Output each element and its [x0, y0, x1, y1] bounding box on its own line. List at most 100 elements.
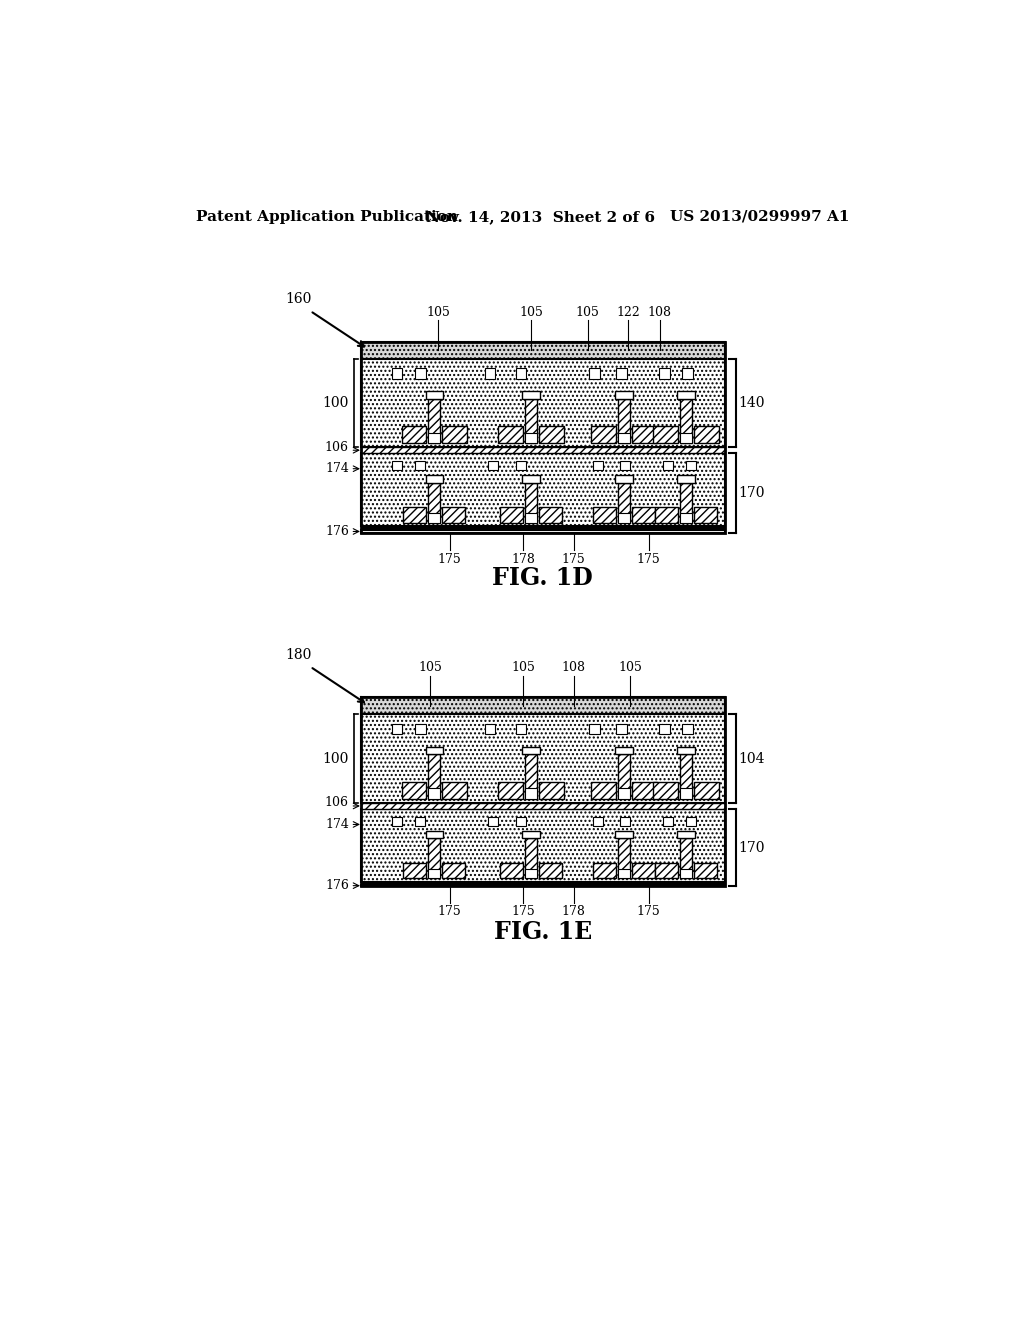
Bar — [360, 447, 725, 453]
Bar — [680, 433, 692, 444]
Text: 106: 106 — [325, 441, 349, 454]
Bar — [442, 426, 467, 444]
Bar — [617, 399, 630, 444]
Bar — [693, 863, 717, 878]
Text: 105: 105 — [511, 661, 536, 675]
Bar — [524, 399, 538, 444]
Bar — [682, 723, 693, 734]
Bar — [360, 697, 725, 886]
Text: 180: 180 — [286, 648, 311, 663]
Bar — [360, 359, 725, 447]
Text: US 2013/0299997 A1: US 2013/0299997 A1 — [671, 210, 850, 224]
Bar — [428, 755, 440, 799]
Bar — [500, 507, 523, 523]
Bar — [522, 830, 540, 838]
Text: 175: 175 — [437, 906, 462, 919]
Bar — [539, 507, 562, 523]
Text: 105: 105 — [426, 305, 450, 318]
Text: 108: 108 — [561, 661, 586, 675]
Bar — [522, 475, 540, 483]
Bar — [403, 507, 426, 523]
Bar — [621, 461, 630, 470]
Bar — [678, 830, 694, 838]
Text: 100: 100 — [323, 751, 349, 766]
Text: 178: 178 — [511, 553, 536, 566]
Bar — [515, 461, 525, 470]
Text: 105: 105 — [575, 305, 599, 318]
Text: 178: 178 — [562, 906, 586, 919]
Text: 176: 176 — [325, 879, 349, 892]
Bar — [663, 461, 673, 470]
Bar — [360, 809, 725, 882]
Text: 174: 174 — [325, 818, 349, 832]
Bar — [632, 863, 655, 878]
Bar — [360, 342, 725, 359]
Bar — [693, 781, 719, 799]
Bar — [442, 781, 467, 799]
Bar — [360, 342, 725, 533]
Bar — [616, 723, 627, 734]
Bar — [593, 817, 603, 826]
Bar — [484, 368, 496, 379]
Text: 105: 105 — [519, 305, 543, 318]
Bar — [617, 755, 630, 799]
Bar — [428, 788, 440, 799]
Bar — [360, 882, 725, 886]
Text: 106: 106 — [325, 796, 349, 809]
Bar — [615, 830, 633, 838]
Text: 122: 122 — [616, 305, 640, 318]
Bar — [617, 433, 630, 444]
Bar — [524, 788, 538, 799]
Bar — [680, 513, 692, 523]
Bar — [428, 483, 440, 523]
Bar — [401, 426, 426, 444]
Text: 176: 176 — [325, 525, 349, 539]
Bar — [682, 368, 693, 379]
Bar — [360, 803, 725, 809]
Bar — [589, 368, 600, 379]
Bar — [428, 513, 440, 523]
Bar — [680, 399, 692, 444]
Bar — [428, 433, 440, 444]
Bar — [360, 697, 725, 714]
Text: 175: 175 — [637, 906, 660, 919]
Bar — [360, 527, 725, 529]
Text: 140: 140 — [738, 396, 765, 411]
Bar — [391, 368, 402, 379]
Bar — [488, 817, 499, 826]
Bar — [693, 507, 717, 523]
Text: 105: 105 — [419, 661, 442, 675]
Bar — [428, 399, 440, 444]
Bar — [488, 461, 499, 470]
Bar — [680, 483, 692, 523]
Bar — [484, 723, 496, 734]
Bar — [663, 817, 673, 826]
Bar — [678, 747, 694, 755]
Bar — [593, 863, 616, 878]
Bar — [524, 838, 538, 878]
Text: 175: 175 — [437, 553, 462, 566]
Bar — [589, 723, 600, 734]
Bar — [415, 723, 426, 734]
Bar — [524, 483, 538, 523]
Bar — [680, 869, 692, 878]
Text: 175: 175 — [637, 553, 660, 566]
Bar — [653, 781, 678, 799]
Bar — [515, 817, 525, 826]
Bar — [428, 838, 440, 878]
Bar — [401, 781, 426, 799]
Bar — [524, 433, 538, 444]
Text: 100: 100 — [323, 396, 349, 411]
Bar — [426, 391, 442, 399]
Bar — [524, 513, 538, 523]
Bar — [391, 817, 401, 826]
Bar — [686, 817, 696, 826]
Text: Nov. 14, 2013  Sheet 2 of 6: Nov. 14, 2013 Sheet 2 of 6 — [426, 210, 655, 224]
Bar — [360, 453, 725, 527]
Bar — [415, 368, 426, 379]
Bar — [617, 483, 630, 523]
Text: FIG. 1E: FIG. 1E — [494, 920, 592, 944]
Bar — [615, 747, 633, 755]
Text: 170: 170 — [738, 486, 765, 500]
Bar — [658, 368, 670, 379]
